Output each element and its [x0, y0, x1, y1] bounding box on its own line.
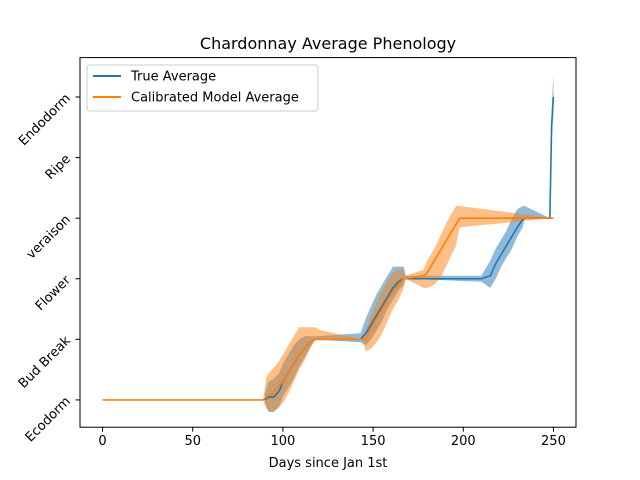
x-tick-label: 200	[451, 434, 476, 449]
x-tick-label: 100	[270, 434, 295, 449]
confidence-bands	[102, 72, 554, 413]
series-lines	[102, 96, 555, 401]
legend-label-true-average: True Average	[130, 70, 216, 85]
plot-frame	[79, 57, 577, 428]
x-tick-label: 150	[361, 434, 386, 449]
x-tick-label: 50	[184, 434, 201, 449]
x-axis-label: Days since Jan 1st	[269, 456, 388, 471]
chart-title: Chardonnay Average Phenology	[200, 34, 456, 53]
legend: True Average Calibrated Model Average	[86, 64, 319, 112]
x-tick-label: 250	[541, 434, 566, 449]
legend-box	[86, 64, 319, 112]
line-calibrated-model-average	[102, 217, 554, 401]
x-tick-label: 0	[98, 434, 106, 449]
band-calibrated-model-average	[102, 206, 554, 413]
x-axis: 0 50 100 150 200 250	[98, 427, 566, 449]
legend-label-calibrated-model-average: Calibrated Model Average	[131, 91, 299, 106]
